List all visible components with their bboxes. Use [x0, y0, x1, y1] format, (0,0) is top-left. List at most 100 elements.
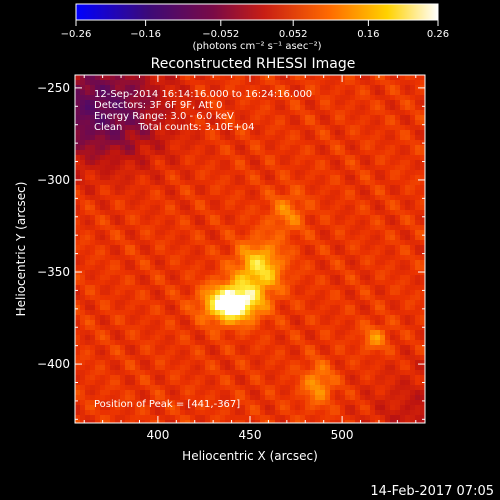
heatmap-cell: [150, 390, 155, 395]
heatmap-cell: [280, 135, 285, 140]
heatmap-cell: [225, 320, 230, 325]
heatmap-cell: [395, 240, 400, 245]
heatmap-cell: [150, 305, 155, 310]
heatmap-cell: [205, 185, 210, 190]
heatmap-cell: [100, 380, 105, 385]
heatmap-cell: [110, 240, 115, 245]
heatmap-cell: [160, 395, 165, 400]
heatmap-cell: [340, 315, 345, 320]
heatmap-cell: [150, 410, 155, 415]
heatmap-cell: [275, 210, 280, 215]
heatmap-cell: [350, 280, 355, 285]
heatmap-cell: [75, 195, 80, 200]
heatmap-cell: [150, 160, 155, 165]
heatmap-cell: [95, 165, 100, 170]
heatmap-cell: [95, 300, 100, 305]
heatmap-cell: [170, 340, 175, 345]
heatmap-cell: [260, 325, 265, 330]
heatmap-cell: [330, 120, 335, 125]
heatmap-cell: [270, 325, 275, 330]
heatmap-cell: [385, 380, 390, 385]
heatmap-cell: [420, 190, 425, 195]
heatmap-cell: [295, 400, 300, 405]
heatmap-cell: [370, 175, 375, 180]
heatmap-cell: [235, 170, 240, 175]
heatmap-cell: [140, 155, 145, 160]
heatmap-cell: [95, 230, 100, 235]
heatmap-cell: [120, 375, 125, 380]
heatmap-cell: [240, 335, 245, 340]
heatmap-cell: [195, 95, 200, 100]
heatmap-cell: [255, 295, 260, 300]
heatmap-cell: [240, 80, 245, 85]
heatmap-cell: [105, 195, 110, 200]
heatmap-cell: [205, 300, 210, 305]
heatmap-cell: [365, 155, 370, 160]
heatmap-cell: [290, 300, 295, 305]
heatmap-cell: [420, 225, 425, 230]
heatmap-cell: [395, 260, 400, 265]
heatmap-cell: [140, 125, 145, 130]
heatmap-cell: [125, 90, 130, 95]
heatmap-cell: [290, 195, 295, 200]
heatmap-cell: [400, 400, 405, 405]
heatmap-cell: [305, 405, 310, 410]
heatmap-cell: [130, 215, 135, 220]
heatmap-cell: [190, 180, 195, 185]
heatmap-cell: [415, 210, 420, 215]
heatmap-cell: [155, 205, 160, 210]
heatmap-cell: [315, 80, 320, 85]
heatmap-cell: [370, 155, 375, 160]
heatmap-cell: [275, 400, 280, 405]
heatmap-cell: [340, 200, 345, 205]
heatmap-cell: [150, 175, 155, 180]
heatmap-cell: [420, 275, 425, 280]
heatmap-cell: [155, 160, 160, 165]
heatmap-cell: [130, 255, 135, 260]
heatmap-cell: [370, 420, 375, 423]
heatmap-cell: [155, 335, 160, 340]
heatmap-cell: [160, 125, 165, 130]
heatmap-cell: [160, 255, 165, 260]
heatmap-cell: [280, 345, 285, 350]
heatmap-cell: [370, 375, 375, 380]
heatmap-cell: [145, 380, 150, 385]
heatmap-cell: [145, 325, 150, 330]
heatmap-cell: [135, 115, 140, 120]
heatmap-cell: [85, 385, 90, 390]
heatmap-cell: [355, 285, 360, 290]
heatmap-cell: [125, 105, 130, 110]
heatmap-cell: [165, 400, 170, 405]
heatmap-cell: [330, 95, 335, 100]
heatmap-cell: [265, 325, 270, 330]
heatmap-cell: [175, 140, 180, 145]
heatmap-cell: [110, 320, 115, 325]
heatmap-cell: [390, 75, 395, 80]
heatmap-cell: [315, 390, 320, 395]
heatmap-cell: [185, 390, 190, 395]
heatmap-cell: [175, 345, 180, 350]
heatmap-cell: [210, 145, 215, 150]
heatmap-cell: [205, 290, 210, 295]
heatmap-cell: [185, 140, 190, 145]
heatmap-cell: [85, 160, 90, 165]
heatmap-cell: [415, 315, 420, 320]
heatmap-cell: [375, 80, 380, 85]
heatmap-cell: [95, 140, 100, 145]
heatmap-cell: [375, 190, 380, 195]
heatmap-cell: [395, 100, 400, 105]
heatmap-cell: [420, 80, 425, 85]
heatmap-cell: [310, 210, 315, 215]
heatmap-cell: [75, 115, 80, 120]
heatmap-cell: [125, 245, 130, 250]
heatmap-cell: [75, 125, 80, 130]
heatmap-cell: [305, 395, 310, 400]
heatmap-cell: [150, 150, 155, 155]
heatmap-cell: [330, 200, 335, 205]
heatmap-cell: [150, 420, 155, 423]
heatmap-cell: [85, 205, 90, 210]
colorbar-tick-label: −0.16: [130, 29, 161, 40]
heatmap-cell: [160, 300, 165, 305]
heatmap-cell: [325, 355, 330, 360]
heatmap-cell: [275, 90, 280, 95]
